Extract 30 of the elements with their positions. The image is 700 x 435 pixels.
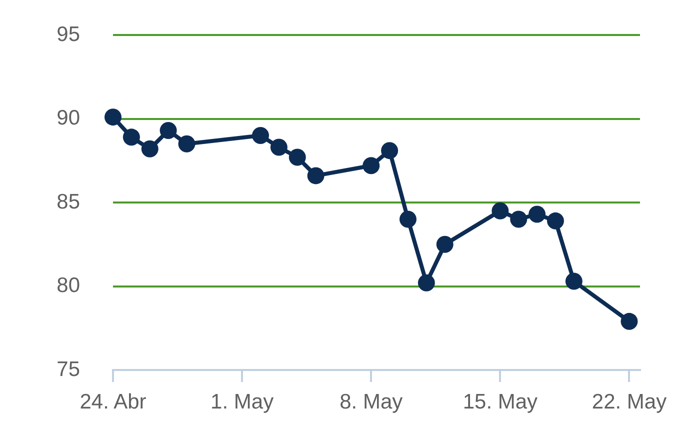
point [362, 157, 380, 174]
y-tick-label: 75 [56, 358, 80, 381]
y-tick-label: 95 [56, 22, 80, 46]
point [307, 167, 324, 184]
point [620, 312, 638, 330]
point [418, 274, 435, 292]
x-tick-label: 22. May [592, 390, 668, 414]
point [546, 212, 564, 230]
point [399, 210, 416, 228]
point [252, 127, 269, 144]
point [160, 122, 177, 139]
x-tick-label: 15. May [462, 390, 538, 414]
point [510, 210, 528, 228]
point [270, 138, 288, 156]
point [288, 148, 306, 166]
point [381, 142, 398, 160]
point [436, 236, 454, 253]
point [565, 272, 582, 290]
point [122, 128, 140, 146]
x-tick-label: 24. Abr [80, 390, 146, 414]
x-tick-label: 1. May [210, 390, 274, 414]
point [141, 140, 158, 158]
point [104, 108, 122, 126]
point [528, 206, 546, 223]
x-tick-label: 8. May [340, 390, 404, 414]
y-tick-label: 90 [56, 106, 80, 130]
y-tick-label: 85 [56, 190, 80, 214]
point [492, 202, 509, 220]
point [178, 135, 196, 152]
y-tick-label: 80 [56, 274, 80, 298]
